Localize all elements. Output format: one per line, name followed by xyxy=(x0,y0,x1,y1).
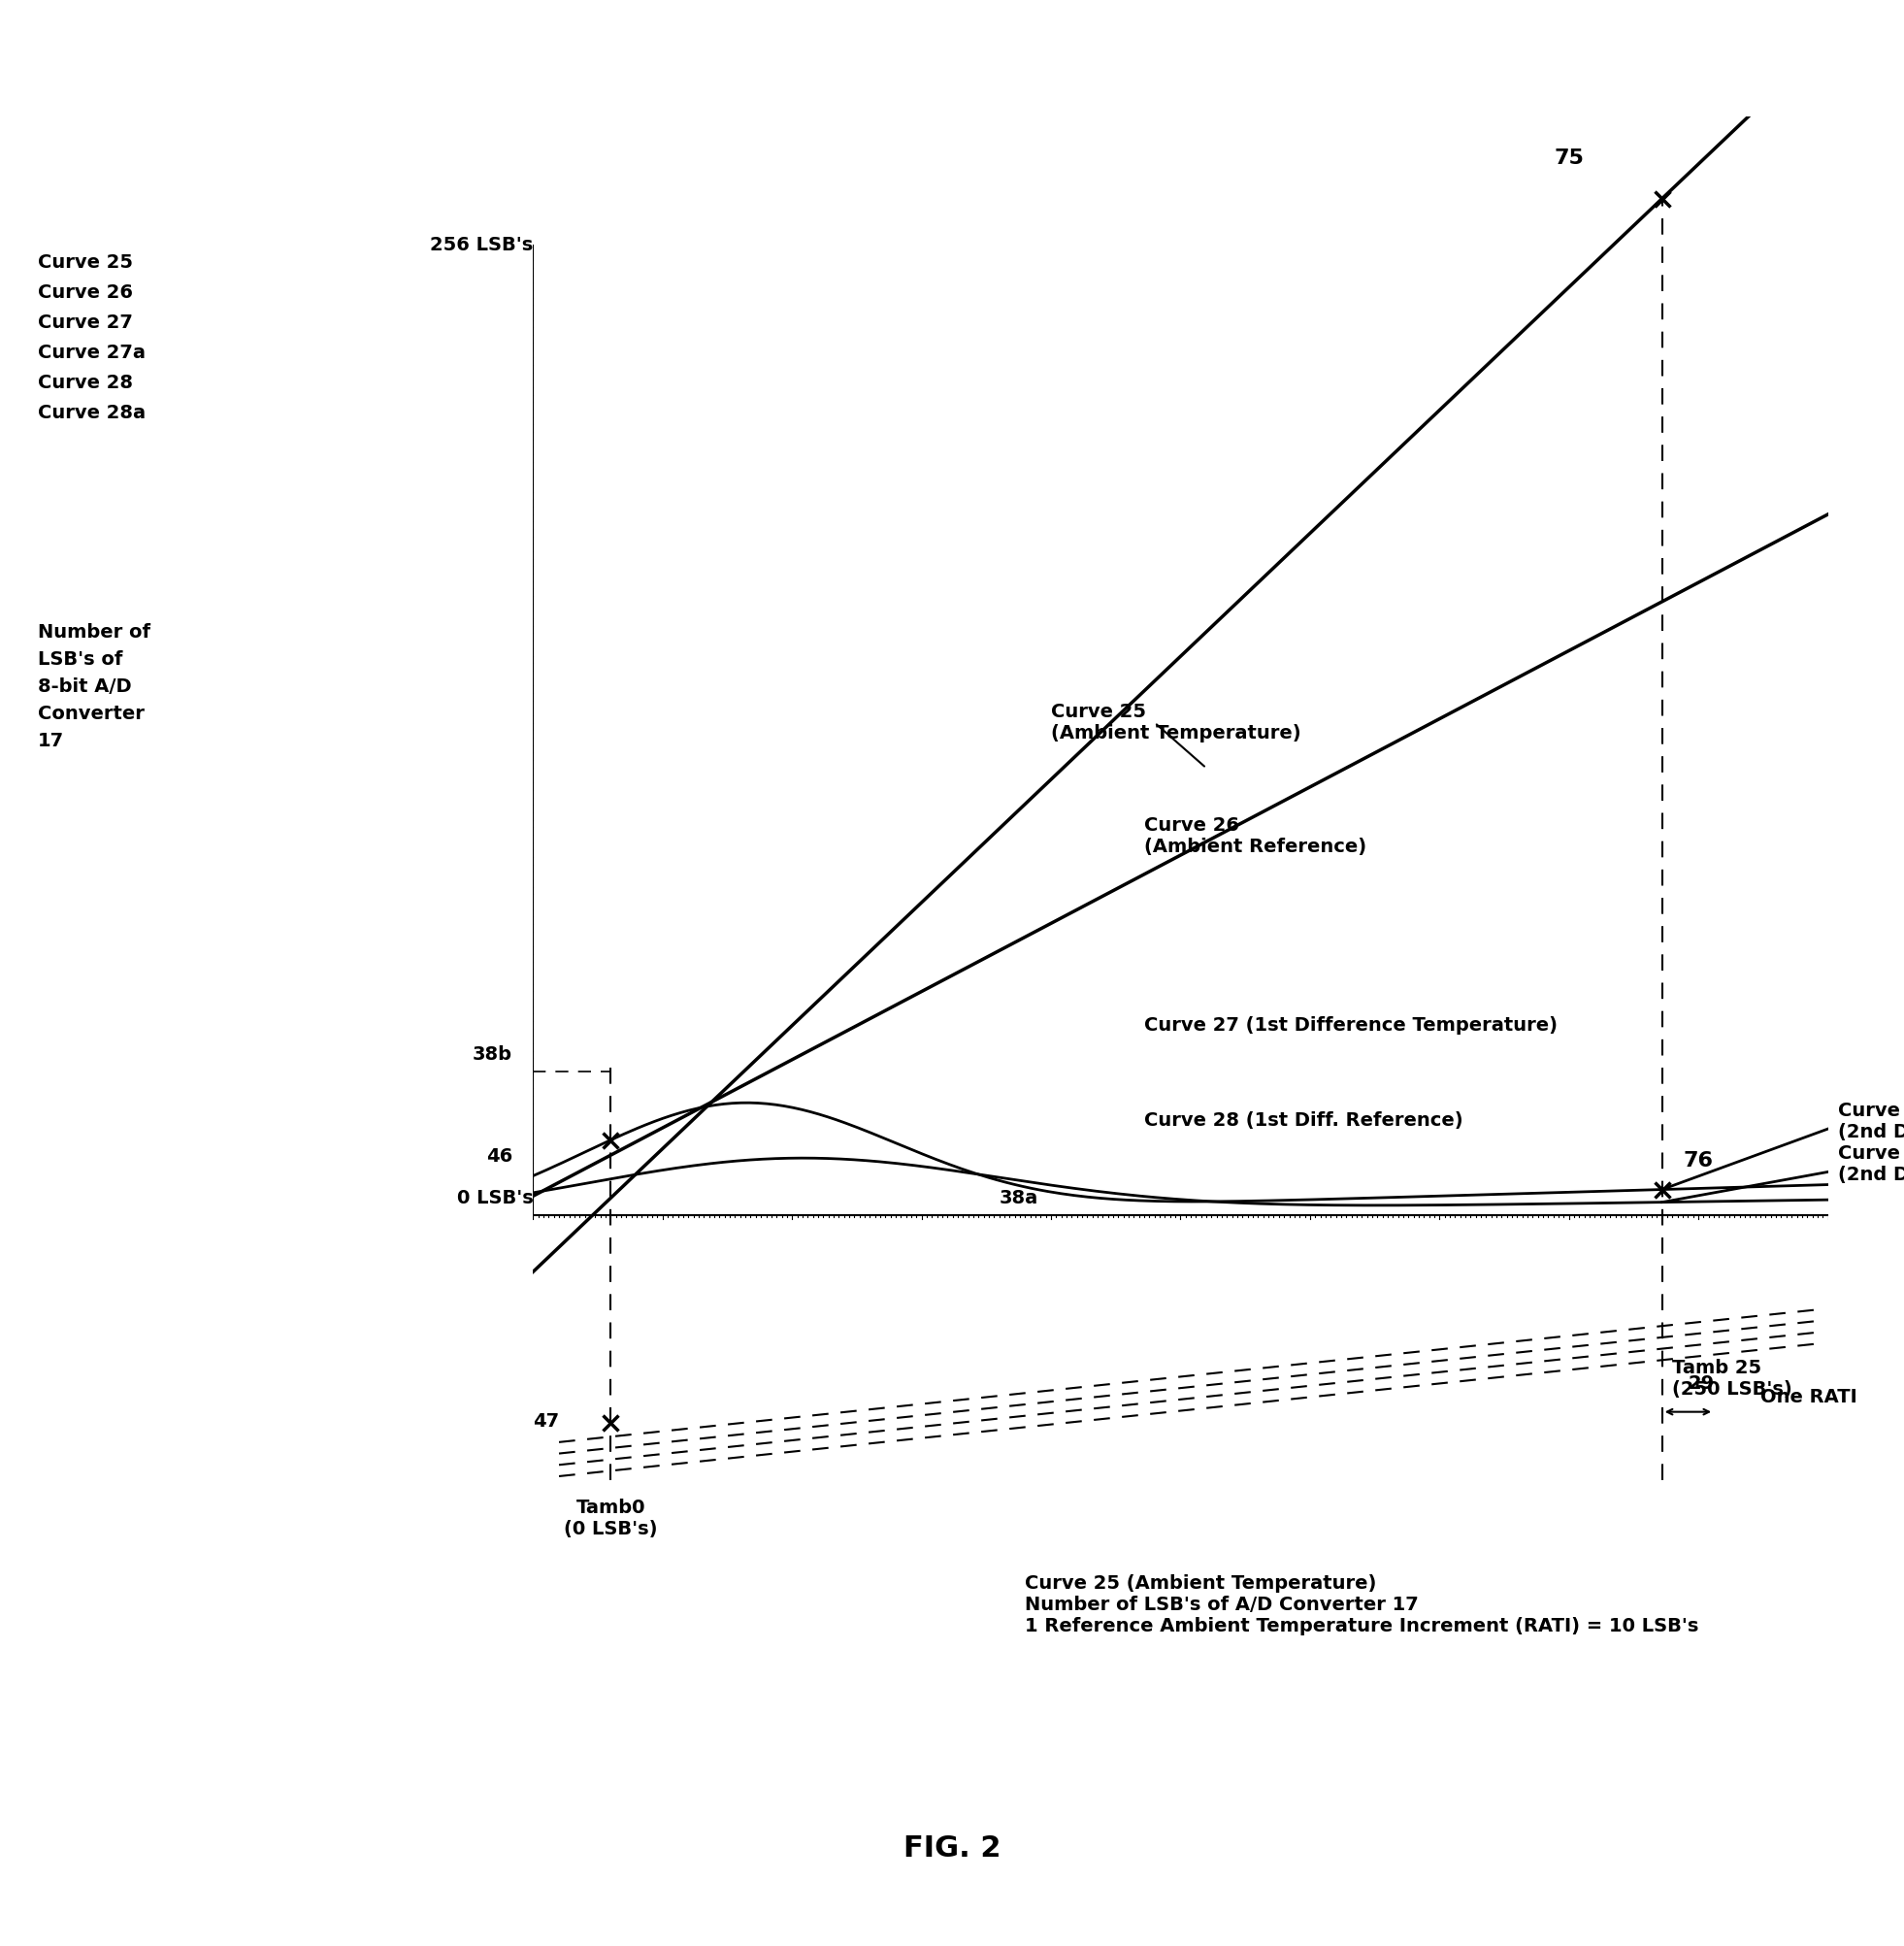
Text: Curve 25
(Ambient Temperature): Curve 25 (Ambient Temperature) xyxy=(1051,703,1300,743)
Text: Curve 26
(Ambient Reference): Curve 26 (Ambient Reference) xyxy=(1144,817,1367,856)
Text: Curve 27a
(2nd Diff. Temp.): Curve 27a (2nd Diff. Temp.) xyxy=(1837,1101,1904,1140)
Text: 38a: 38a xyxy=(1000,1189,1038,1207)
Text: 256 LSB's: 256 LSB's xyxy=(430,235,533,255)
Text: Curve 28a
(2nd Diff. Ref.): Curve 28a (2nd Diff. Ref.) xyxy=(1837,1144,1904,1185)
Text: 47: 47 xyxy=(533,1413,560,1430)
Text: Curve 25 (Ambient Temperature)
Number of LSB's of A/D Converter 17
1 Reference A: Curve 25 (Ambient Temperature) Number of… xyxy=(1024,1574,1698,1637)
Text: 46: 46 xyxy=(486,1148,512,1166)
Text: Tamb 25
(250 LSB's): Tamb 25 (250 LSB's) xyxy=(1672,1358,1792,1399)
Text: 29: 29 xyxy=(1689,1374,1714,1393)
Text: 0 LSB's: 0 LSB's xyxy=(457,1189,533,1207)
Text: 38b: 38b xyxy=(472,1045,512,1063)
Text: Tamb0
(0 LSB's): Tamb0 (0 LSB's) xyxy=(564,1498,657,1539)
Text: Curve 27 (1st Difference Temperature): Curve 27 (1st Difference Temperature) xyxy=(1144,1016,1557,1035)
Text: Curve 25
Curve 26
Curve 27
Curve 27a
Curve 28
Curve 28a: Curve 25 Curve 26 Curve 27 Curve 27a Cur… xyxy=(38,253,147,422)
Text: FIG. 2: FIG. 2 xyxy=(902,1835,1002,1862)
Text: One RATI: One RATI xyxy=(1761,1387,1856,1405)
Text: 75: 75 xyxy=(1554,148,1584,167)
Text: Curve 28 (1st Diff. Reference): Curve 28 (1st Diff. Reference) xyxy=(1144,1111,1462,1129)
Text: 76: 76 xyxy=(1683,1152,1714,1171)
Text: Number of
LSB's of
8-bit A/D
Converter
17: Number of LSB's of 8-bit A/D Converter 1… xyxy=(38,623,150,749)
